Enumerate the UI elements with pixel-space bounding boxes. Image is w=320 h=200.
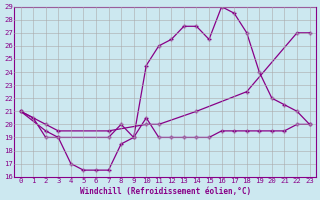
- X-axis label: Windchill (Refroidissement éolien,°C): Windchill (Refroidissement éolien,°C): [79, 187, 251, 196]
